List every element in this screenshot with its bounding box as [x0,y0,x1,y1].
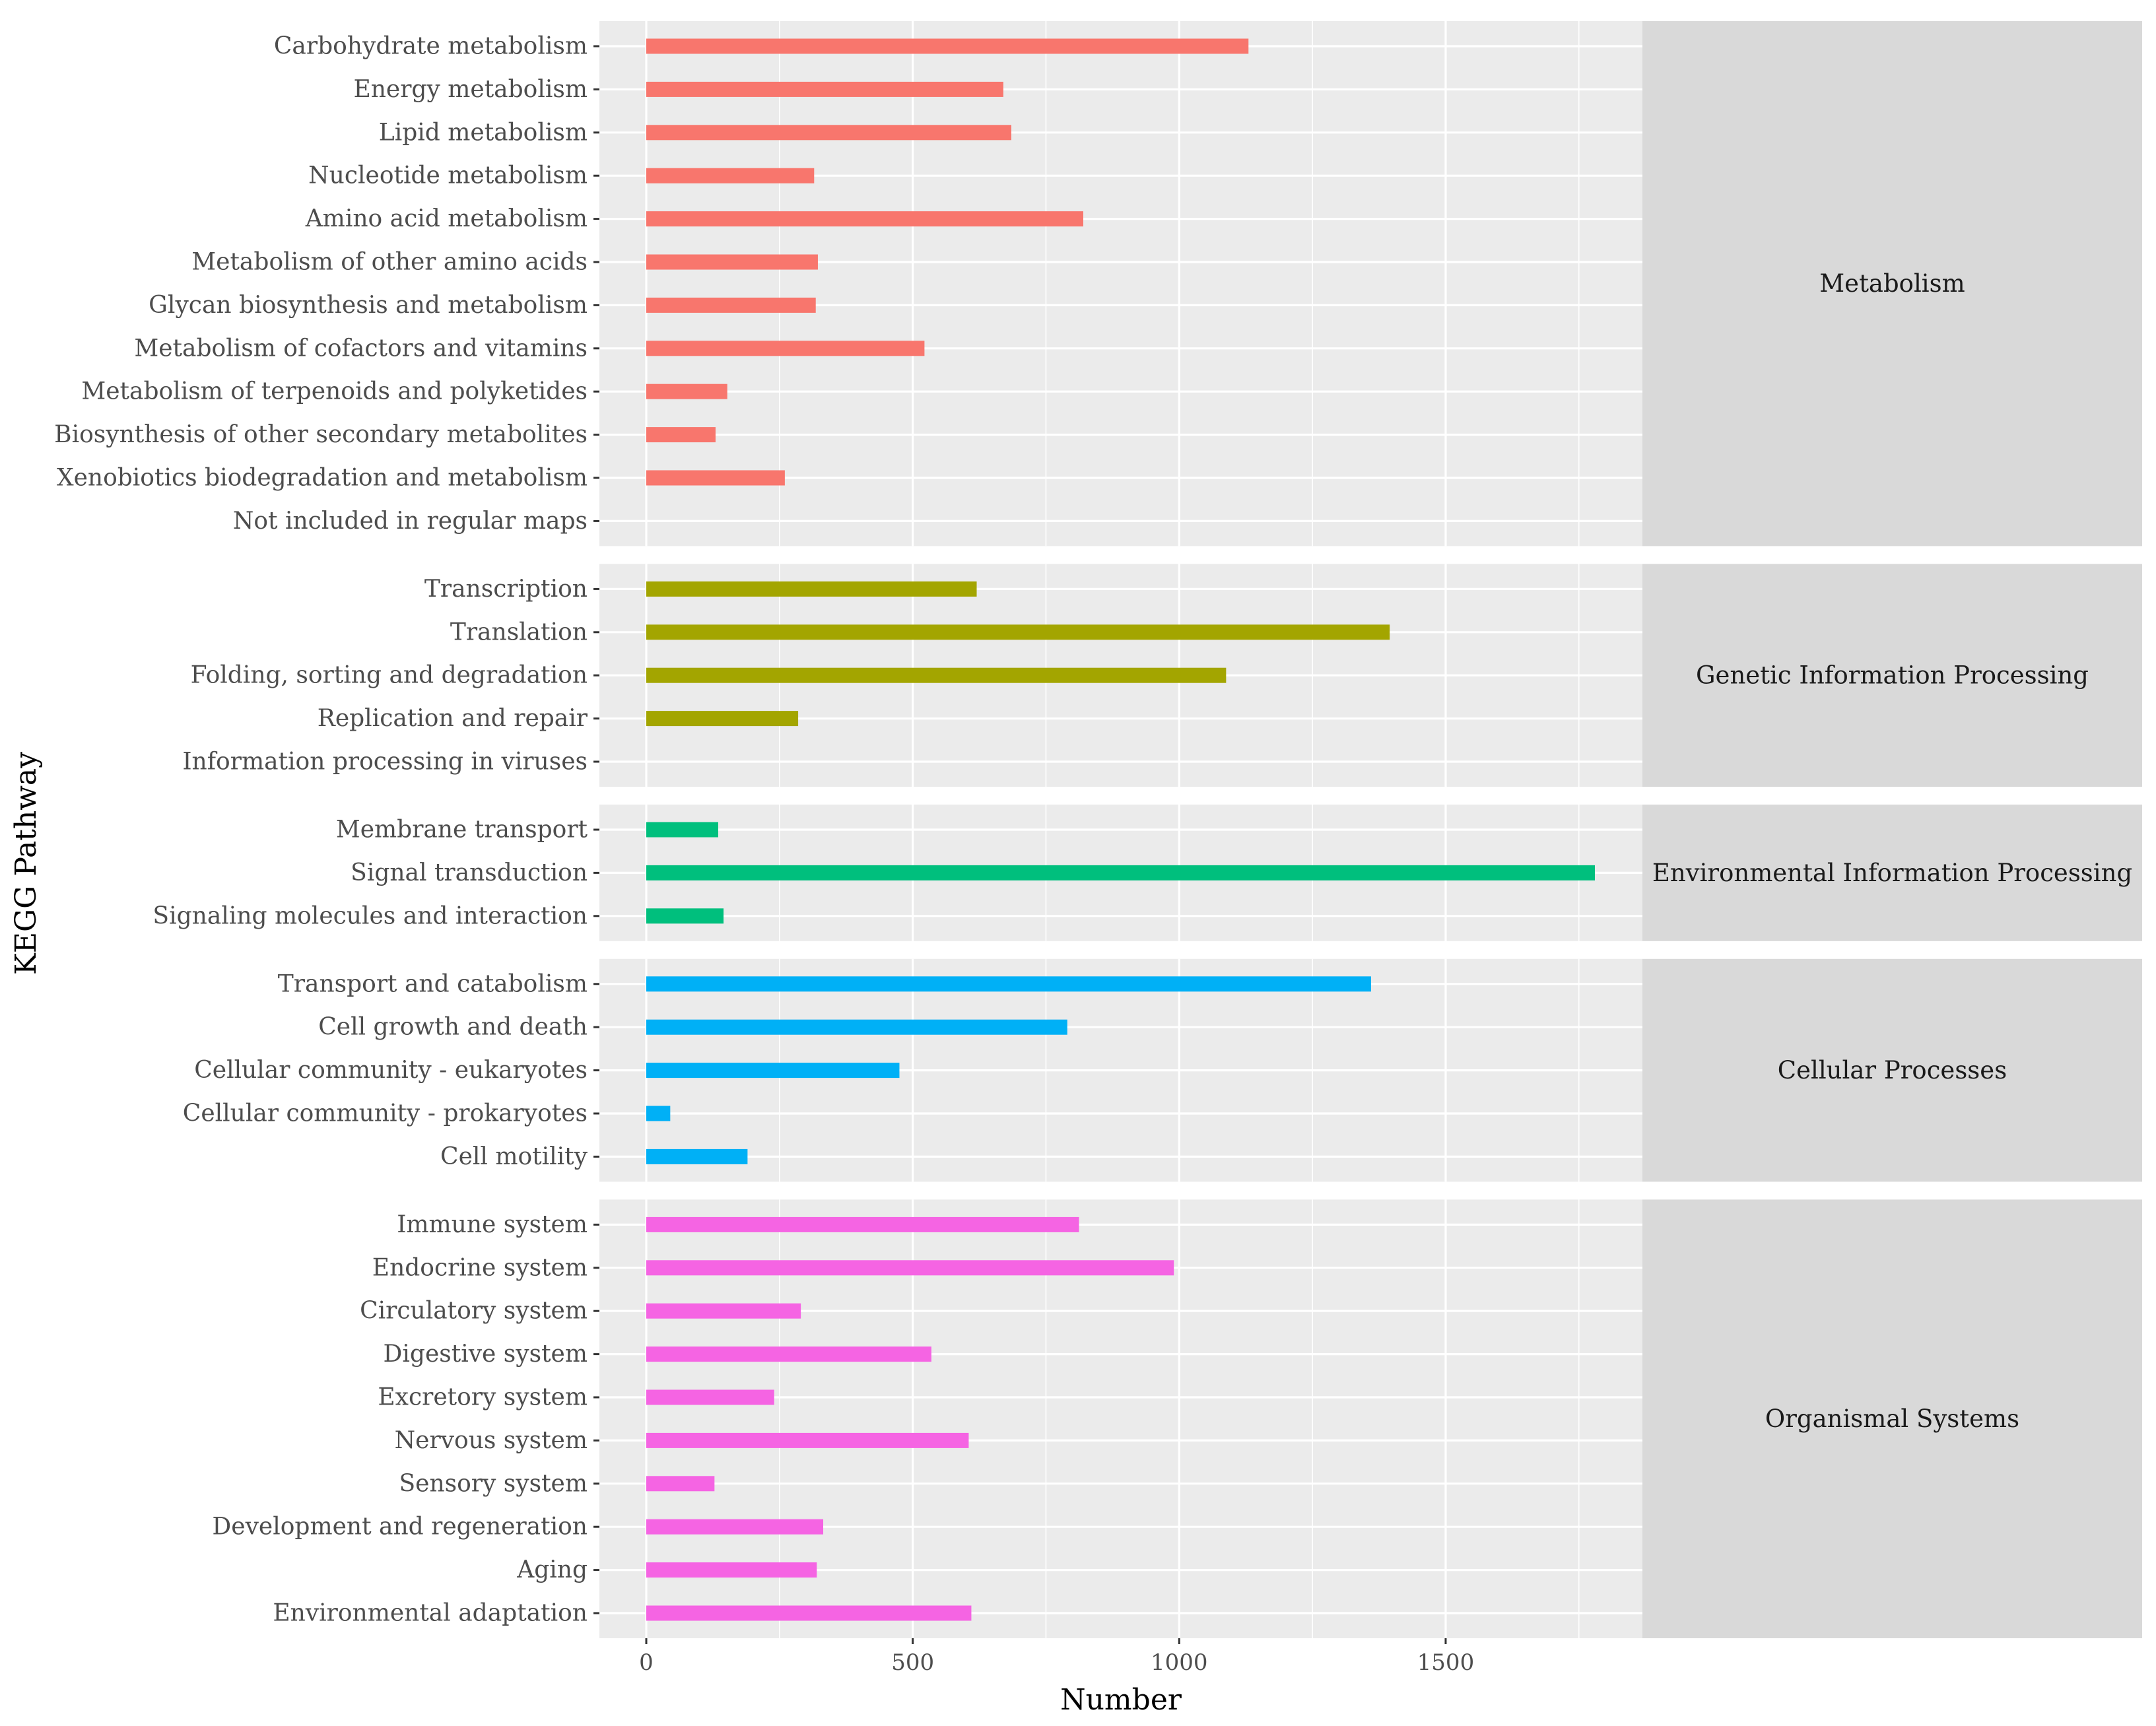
x-tick-label: 500 [891,1649,934,1676]
category-label: Transcription [424,576,588,603]
facet-strip-label: Genetic Information Processing [1696,661,2089,690]
category-label: Development and regeneration [212,1513,588,1541]
bar [646,581,977,597]
bar [646,1432,969,1448]
facet-strip-label: Metabolism [1819,269,1965,298]
y-axis-title: KEGG Pathway [9,752,43,975]
category-label: Carbohydrate metabolism [274,33,588,60]
category-label: Immune system [397,1211,588,1238]
category-label: Metabolism of cofactors and vitamins [134,335,588,362]
bar [646,1562,817,1578]
bar [646,1260,1174,1276]
bar [646,211,1083,227]
bar [646,1148,748,1164]
bar [646,1476,715,1492]
bar [646,470,785,486]
bar [646,711,799,727]
category-label: Not included in regular maps [233,508,588,535]
category-label: Glycan biosynthesis and metabolism [149,292,588,319]
category-label: Signaling molecules and interaction [152,902,588,929]
category-label: Cellular community - prokaryotes [183,1100,588,1127]
category-label: Membrane transport [336,816,588,844]
facet-strips: Metabolism Genetic Information Processing… [1642,21,2142,1638]
category-label: Cell motility [440,1143,588,1170]
bar [646,976,1371,992]
category-label: Circulatory system [360,1298,588,1325]
category-label: Environmental adaptation [273,1600,588,1627]
category-label: Transport and catabolism [278,970,588,997]
category-label: Lipid metabolism [379,119,588,146]
facet-strip [1642,805,2142,941]
facet-strip [1642,564,2142,787]
category-label: Xenobiotics biodegradation and metabolis… [57,465,588,492]
category-label: Digestive system [384,1341,588,1368]
bar [646,1063,900,1079]
panel-background [599,21,1642,547]
bar [646,168,815,183]
category-label: Sensory system [399,1470,588,1497]
facet-panels: Carbohydrate metabolism Energy metabolism… [54,21,1642,1638]
category-label: Nervous system [395,1427,588,1454]
facet-strip-label: Cellular Processes [1778,1056,2007,1084]
category-label: Cellular community - eukaryotes [194,1057,588,1084]
category-label: Cell growth and death [318,1014,588,1041]
category-label: Metabolism of other amino acids [191,249,588,276]
facet-strip [1642,1199,2142,1638]
category-label: Translation [450,618,588,646]
x-tick-label: 1000 [1151,1649,1208,1676]
category-label: Signal transduction [351,859,588,886]
bar [646,1605,972,1621]
bar [646,125,1012,141]
facet-strip [1642,21,2142,547]
bar [646,1346,931,1362]
bar [646,1216,1079,1232]
bar [646,1303,801,1319]
category-label: Aging [516,1556,588,1583]
category-label: Metabolism of terpenoids and polyketides [81,378,588,405]
bar [646,341,925,356]
bar [646,297,816,313]
panel-4: Immune system Endocrine system Circulatory… [212,1199,1642,1638]
bar [646,1019,1067,1035]
facet-strip-label: Organismal Systems [1765,1405,2019,1433]
category-label: Information processing in viruses [182,748,588,776]
bar [646,81,1003,97]
bar [646,1106,671,1121]
category-label: Replication and repair [318,705,588,732]
panel-3: Transport and catabolism Cell growth and … [183,958,1642,1182]
panel-0: Carbohydrate metabolism Energy metabolism… [54,21,1642,547]
x-tick-label: 1500 [1417,1649,1475,1676]
category-label: Energy metabolism [353,76,588,103]
bar [646,383,727,399]
category-label: Endocrine system [372,1254,588,1281]
category-label: Folding, sorting and degradation [191,662,588,689]
x-axis-title: Number [1060,1683,1182,1717]
bar [646,1389,774,1405]
bar [646,865,1595,880]
bar [646,254,818,270]
facet-strip-label: Environmental Information Processing [1652,859,2132,887]
bar [646,822,718,838]
bar [646,908,724,924]
category-label: Amino acid metabolism [305,205,588,232]
facet-strip [1642,958,2142,1182]
bar [646,427,716,443]
category-label: Nucleotide metabolism [308,162,588,189]
category-label: Excretory system [378,1384,588,1411]
panel-1: Transcription Translation Folding, sorting… [182,564,1642,787]
bar [646,624,1390,640]
x-tick-label: 0 [639,1649,654,1676]
x-axis: 0 500 1000 1500 [639,1638,1474,1676]
bar [646,667,1227,683]
panel-2: Membrane transport Signal transduction Sig… [152,805,1642,941]
bar [646,1519,824,1535]
bar [646,38,1249,54]
category-label: Biosynthesis of other secondary metaboli… [54,421,588,448]
